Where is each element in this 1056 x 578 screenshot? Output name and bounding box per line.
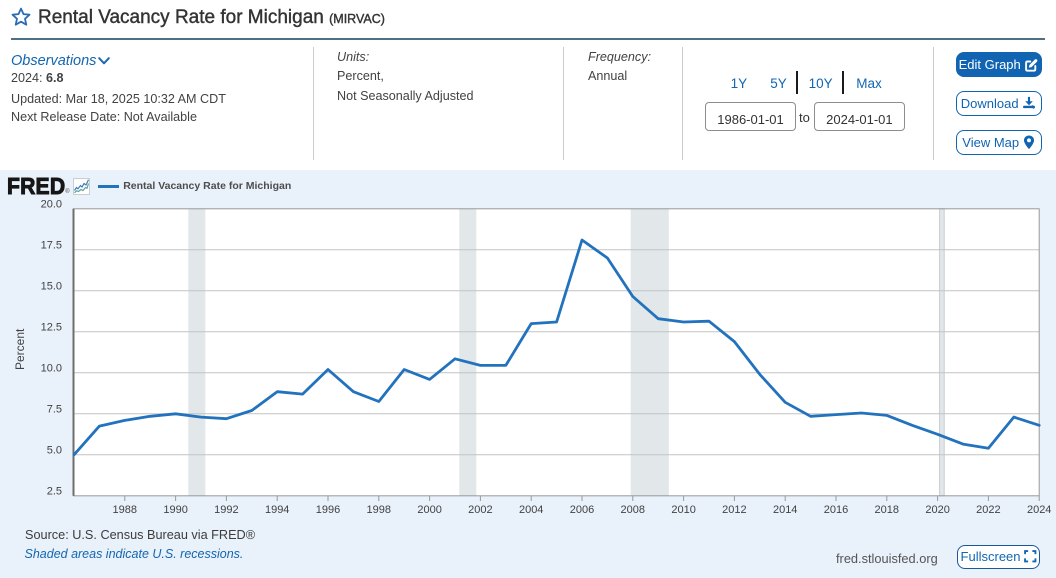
svg-text:1990: 1990 [163,504,187,516]
svg-text:2018: 2018 [875,504,899,516]
svg-text:1996: 1996 [316,504,340,516]
svg-text:2024: 2024 [1027,504,1051,516]
svg-text:12.5: 12.5 [41,322,62,334]
svg-text:15.0: 15.0 [41,281,62,293]
svg-text:10.0: 10.0 [41,363,62,375]
svg-text:2012: 2012 [722,504,746,516]
svg-text:1988: 1988 [113,504,137,516]
svg-text:1992: 1992 [214,504,238,516]
svg-text:2014: 2014 [773,504,797,516]
svg-text:2004: 2004 [519,504,543,516]
svg-text:20.0: 20.0 [41,199,62,211]
svg-text:2006: 2006 [570,504,594,516]
svg-text:1998: 1998 [367,504,391,516]
svg-text:7.5: 7.5 [47,404,62,416]
svg-text:2.5: 2.5 [47,486,62,498]
svg-text:5.0: 5.0 [47,445,62,457]
svg-text:1994: 1994 [265,504,289,516]
svg-text:2022: 2022 [976,504,1000,516]
svg-text:2000: 2000 [417,504,441,516]
svg-text:2016: 2016 [824,504,848,516]
svg-text:2010: 2010 [671,504,695,516]
svg-text:2020: 2020 [925,504,949,516]
svg-text:17.5: 17.5 [41,240,62,252]
svg-text:2008: 2008 [621,504,645,516]
svg-text:2002: 2002 [468,504,492,516]
